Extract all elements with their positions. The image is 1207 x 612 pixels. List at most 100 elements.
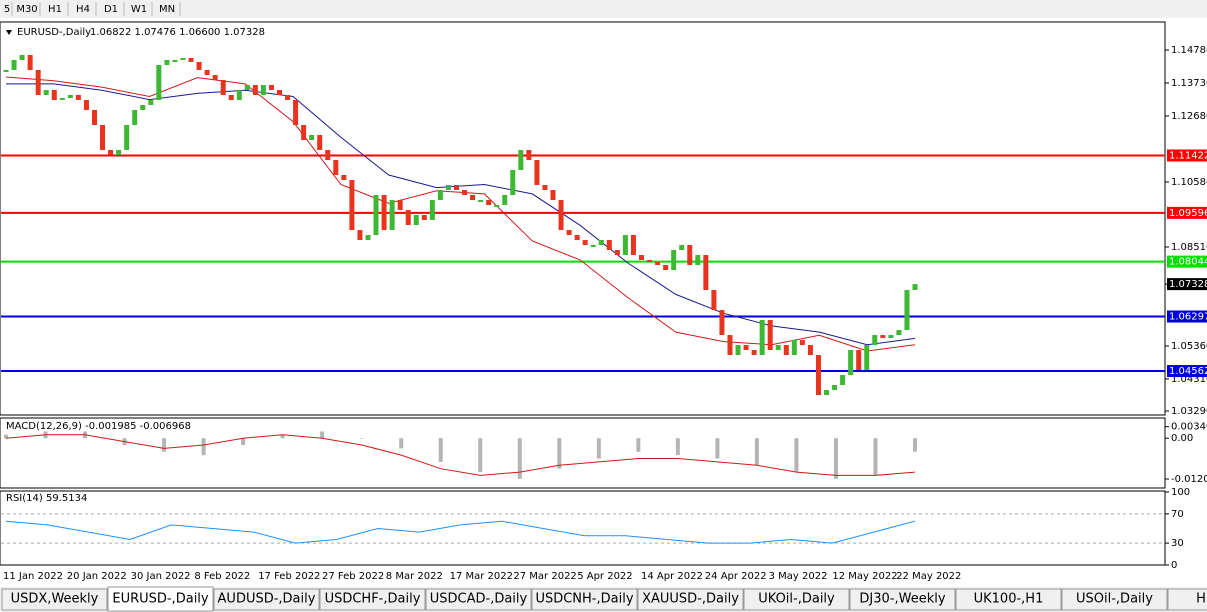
macd-bar [359,438,364,439]
candle [775,345,781,351]
tab[interactable] [531,588,638,611]
candle [172,59,178,62]
quote: 1.06822 1.07476 1.06600 1.07328 [90,27,265,38]
candle [164,59,170,65]
tab[interactable] [955,588,1062,611]
tab-label[interactable]: USDCAD-,Daily [430,592,528,607]
candle [832,385,838,391]
timeframe-button[interactable]: W1 [131,4,147,15]
candle [357,230,363,241]
tab-label[interactable]: USDCHF-,Daily [325,592,421,607]
candle [317,134,323,150]
macd-bar [833,438,838,479]
macd-bar [399,438,404,449]
candle [421,215,427,221]
tab-label[interactable]: HK50-,( [1196,592,1207,607]
candle [116,149,122,155]
x-tick-label: 14 Apr 2022 [641,571,703,582]
candle [124,124,130,150]
timeframe-button[interactable]: H1 [48,4,62,15]
candle [301,124,307,140]
timeframe-button[interactable]: D1 [104,4,118,15]
tab-label[interactable]: USDX,Weekly [11,592,99,607]
x-tick-label: 30 Jan 2022 [131,571,191,582]
timeframe-button[interactable]: 5 [4,4,10,15]
tab-label[interactable]: AUDUSD-,Daily [218,592,316,607]
tab-label[interactable]: UKOil-,Daily [758,592,835,607]
candle [558,200,564,231]
y-tick-label: 1.13730 [1171,78,1207,89]
candle [888,335,894,339]
candle [679,245,685,251]
candle [904,290,910,331]
tab[interactable] [213,588,320,611]
candle [759,320,765,356]
candle [100,124,106,150]
candle [606,240,612,251]
y-tick-label: 1.14780 [1171,45,1207,56]
tab[interactable] [107,586,214,612]
tab-label[interactable]: UK100-,H1 [974,592,1044,607]
x-tick-label: 17 Feb 2022 [258,571,320,582]
tab-label[interactable]: EURUSD-,Daily [112,592,209,607]
x-tick-label: 27 Feb 2022 [322,571,384,582]
tab[interactable] [319,588,426,611]
candle [630,235,636,256]
x-tick-label: 8 Mar 2022 [386,571,443,582]
level-label: 1.09596 [1169,208,1207,219]
timeframe-button[interactable]: MN [159,4,175,15]
candle [51,89,57,100]
tab[interactable] [1061,588,1168,611]
tab[interactable] [1,588,108,611]
toolbar [0,0,1207,18]
level-tag [1167,365,1207,378]
macd-bar [596,438,601,459]
timeframe-button[interactable]: M30 [16,4,37,15]
candle [767,320,773,351]
macd-signal [5,434,916,476]
level-tag [1167,149,1207,162]
tab-label[interactable]: USDCNH-,Daily [535,592,633,607]
tab[interactable] [637,588,744,611]
y-tick-label: 70 [1171,509,1184,520]
candle [228,94,234,100]
tab[interactable] [1167,588,1207,611]
rsi-panel [0,490,1166,566]
candle [437,190,443,201]
macd-bar [873,438,878,476]
x-tick-label: 27 Mar 2022 [513,571,576,582]
tab-label[interactable]: DJ30-,Weekly [859,592,945,607]
candle [59,98,65,101]
x-tick-label: 20 Jan 2022 [67,571,127,582]
macd-bar [636,438,641,452]
candle [67,94,73,99]
candle [751,350,757,356]
tab[interactable] [425,588,532,611]
candle [212,75,218,81]
candle [510,169,516,195]
candle [252,84,258,95]
y-tick-label: 1.10580 [1171,177,1207,188]
candle [582,240,588,246]
candle [566,230,572,236]
macd-bar [320,431,325,439]
candle [864,345,870,371]
tab-label[interactable]: XAUUSD-,Daily [642,592,739,607]
x-tick-label: 3 May 2022 [769,571,828,582]
level-label: 1.08044 [1169,257,1207,268]
x-tick-label: 11 Jan 2022 [3,571,63,582]
macd-bar [241,438,246,445]
tab[interactable] [849,588,956,611]
macd-bar [4,434,8,439]
tab-label[interactable]: USOil-,Daily [1076,592,1153,607]
candle [397,200,403,211]
candle [783,345,789,356]
candle [293,99,299,125]
candle [815,355,821,396]
candle [896,330,902,336]
candle [11,59,17,70]
candle [132,109,138,125]
candle [429,200,435,221]
timeframe-button[interactable]: H4 [76,4,90,15]
tab[interactable] [743,588,850,611]
